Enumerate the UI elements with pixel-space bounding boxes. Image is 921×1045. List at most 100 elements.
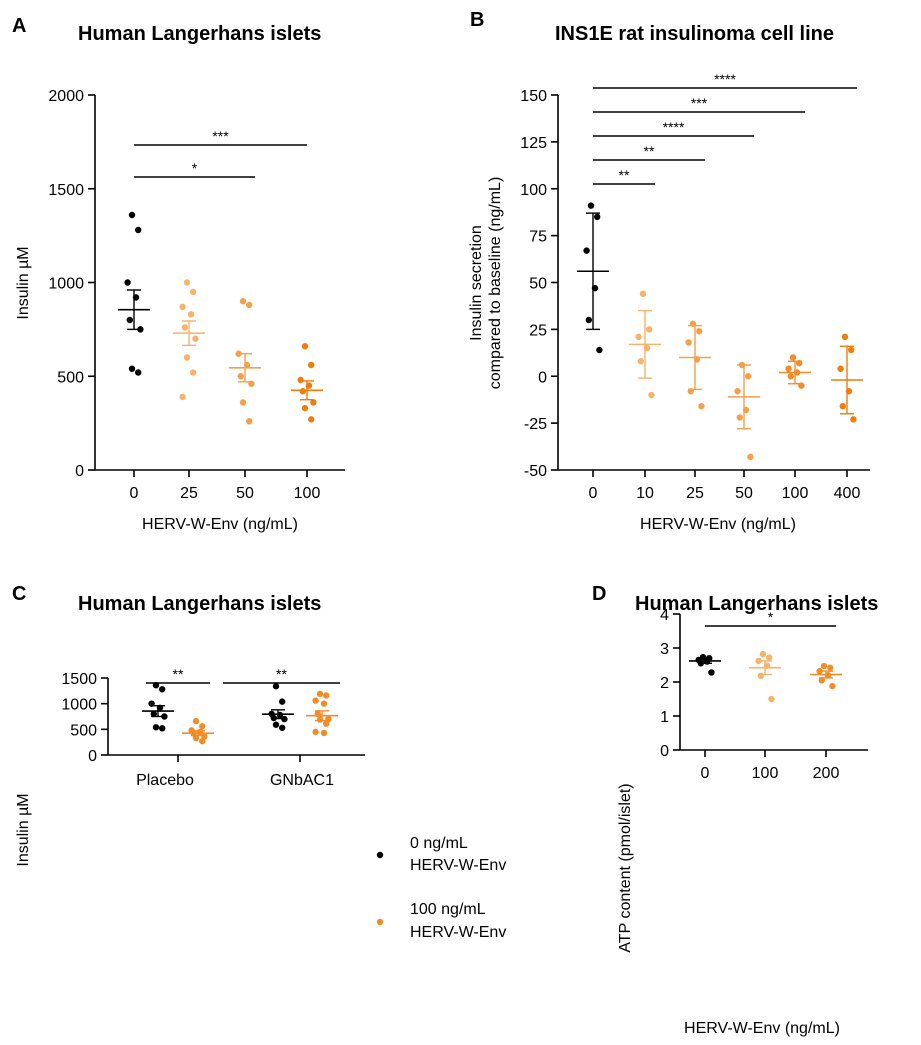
data-point <box>179 303 186 311</box>
data-point <box>594 213 601 221</box>
data-point <box>272 683 280 690</box>
legend-label-0ng-line1: 0 ng/mL <box>410 835 468 852</box>
significance-label: ** <box>173 666 184 682</box>
data-point <box>301 404 309 412</box>
data-point <box>323 720 330 727</box>
y-tick-label: 1500 <box>48 182 84 199</box>
y-tick-label: 0 <box>660 743 669 760</box>
y-tick-label: 1000 <box>48 276 84 293</box>
data-point <box>239 399 247 406</box>
x-tick-label: 100 <box>782 485 809 502</box>
data-point <box>181 324 188 331</box>
data-point <box>279 724 286 731</box>
x-tick-label: 200 <box>813 765 840 782</box>
panel-a: A Human Langerhans islets 05001000150020… <box>12 15 345 533</box>
y-tick-label: -50 <box>524 463 547 480</box>
panel-letter-d: D <box>592 583 606 605</box>
data-point <box>818 677 825 684</box>
data-point <box>279 698 286 705</box>
data-point <box>829 682 836 690</box>
data-point <box>787 373 794 380</box>
data-point <box>299 388 306 395</box>
data-point <box>766 654 773 661</box>
data-point <box>135 226 142 234</box>
data-point <box>187 311 195 318</box>
data-point <box>736 414 743 421</box>
data-point <box>272 721 280 728</box>
data-point <box>150 710 157 718</box>
data-point <box>192 734 200 742</box>
significance-label: ** <box>619 167 630 183</box>
data-point <box>708 669 715 676</box>
significance-label: * <box>768 609 774 625</box>
data-point <box>199 723 206 730</box>
data-point <box>312 697 319 704</box>
data-point <box>820 662 828 670</box>
data-point <box>839 403 846 410</box>
data-point <box>757 672 764 680</box>
panel-b-y-axis-label-line2: compared to baseline (ng/mL) <box>487 177 504 390</box>
x-tick-label: 0 <box>589 485 598 502</box>
x-tick-label: 100 <box>294 485 321 502</box>
y-tick-label: 150 <box>520 88 547 105</box>
data-point <box>789 354 797 361</box>
y-tick-label: 75 <box>529 229 547 246</box>
data-point <box>199 737 206 745</box>
data-point <box>192 335 199 342</box>
data-point <box>827 664 834 671</box>
panel-c-legend: 0 ng/mL HERV-W-Env 100 ng/mL HERV-W-Env <box>376 835 506 941</box>
x-tick-label: 25 <box>686 485 704 502</box>
panel-c-y-axis-label: Insulin µM <box>15 793 32 866</box>
data-point <box>648 391 655 399</box>
data-point <box>745 373 752 380</box>
panel-a-title: Human Langerhans islets <box>78 23 321 45</box>
panel-c: C Human Langerhans islets 0 500 1000 1500 Pl… <box>12 583 506 941</box>
y-tick-label: 1000 <box>61 697 97 714</box>
x-tick-label: 50 <box>735 485 753 502</box>
data-point <box>587 202 595 209</box>
significance-label: ** <box>276 666 287 682</box>
data-point <box>179 393 186 401</box>
panel-d-x-axis-label: HERV-W-Env (ng/mL) <box>684 1020 840 1037</box>
data-point <box>841 333 849 341</box>
data-point <box>320 729 328 737</box>
legend-marker-100ng <box>376 918 384 926</box>
panel-letter-b: B <box>470 9 484 31</box>
data-point <box>159 725 166 732</box>
panel-d-y-axis-label: ATP content (pmol/islet) <box>617 783 634 952</box>
significance-label: ** <box>644 143 655 159</box>
data-point <box>747 453 754 461</box>
panel-letter-c: C <box>12 583 26 605</box>
data-point <box>639 290 647 297</box>
significance-label: * <box>192 160 198 176</box>
y-tick-label: -25 <box>524 416 547 433</box>
data-point <box>297 376 304 384</box>
data-point <box>159 686 166 693</box>
data-point <box>848 346 855 354</box>
significance-label: *** <box>212 128 229 144</box>
significance-label: **** <box>714 71 736 87</box>
data-point <box>696 328 703 335</box>
panel-a-x-axis-label: HERV-W-Env (ng/mL) <box>142 516 298 533</box>
data-point <box>192 717 200 725</box>
x-tick-label: 10 <box>636 485 654 502</box>
panel-c-title: Human Langerhans islets <box>78 593 321 615</box>
data-point <box>768 695 775 703</box>
data-point <box>637 358 644 365</box>
x-tick-label: 25 <box>180 485 198 502</box>
data-point <box>323 692 330 699</box>
data-point <box>316 690 324 698</box>
y-tick-label: 25 <box>529 322 547 339</box>
x-tick-label: Placebo <box>136 772 194 789</box>
data-point <box>698 403 705 410</box>
y-tick-label: 50 <box>529 276 547 293</box>
significance-label: **** <box>663 119 685 135</box>
x-tick-label: 50 <box>236 485 254 502</box>
legend-label-0ng-line2: HERV-W-Env <box>410 857 506 874</box>
panel-letter-a: A <box>12 15 26 37</box>
data-point <box>124 279 131 286</box>
panel-d-plot: 0 1 2 3 4 0 100 200 * <box>660 607 868 782</box>
x-tick-label: 100 <box>752 765 779 782</box>
